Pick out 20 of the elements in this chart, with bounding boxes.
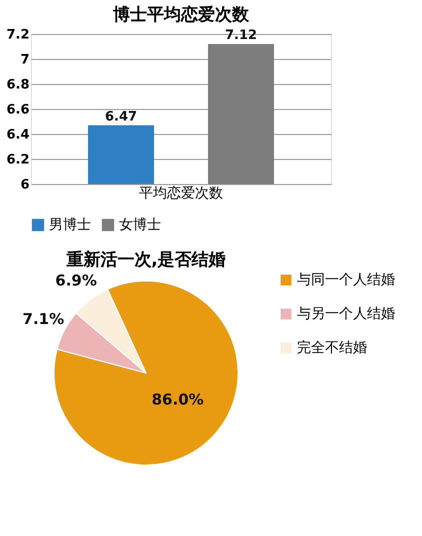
legend-label: 与另一个人结婚 <box>297 306 395 322</box>
data-label: 86.0% <box>152 390 204 409</box>
legend-label: 男博士 <box>49 217 91 233</box>
y-tick-label: 6.4 <box>6 128 30 142</box>
legend-label: 女博士 <box>119 217 161 233</box>
chart-title: 博士平均恋爱次数 <box>112 5 250 25</box>
data-label: 7.12 <box>224 28 258 43</box>
y-tick-label: 7 <box>20 52 30 68</box>
y-tick-label: 6 <box>20 178 30 192</box>
data-label: 7.1% <box>22 310 64 328</box>
data-label: 6.9% <box>55 271 97 290</box>
y-tick-label: 6.8 <box>6 78 30 92</box>
x-tick-label: 平均恋爱次数 <box>139 186 223 202</box>
y-tick-label: 7.2 <box>6 28 30 42</box>
data-label: 6.47 <box>104 109 138 124</box>
legend-label: 完全不结婚 <box>297 340 367 356</box>
y-tick-label: 6.6 <box>6 102 30 118</box>
y-tick-label: 6.2 <box>6 152 30 168</box>
chart-title: 重新活一次,是否结婚 <box>65 250 226 270</box>
legend-label: 与同一个人结婚 <box>297 272 395 288</box>
